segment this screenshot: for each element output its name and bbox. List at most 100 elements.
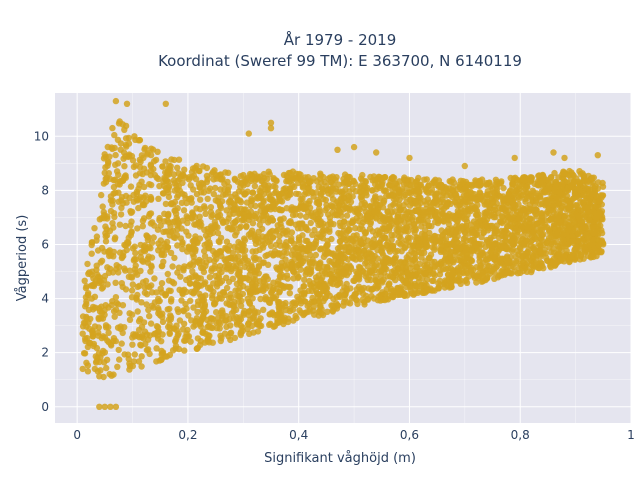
data-point: [223, 238, 231, 245]
data-point-outlier: [85, 290, 92, 297]
data-point: [302, 237, 309, 244]
data-point: [131, 255, 138, 263]
data-point: [264, 261, 272, 268]
data-point: [519, 259, 526, 267]
data-point: [159, 318, 167, 326]
data-point: [261, 181, 269, 188]
data-point: [216, 266, 223, 273]
y-axis-title: Vågperiod (s): [15, 215, 30, 302]
data-point: [220, 191, 227, 199]
data-point: [381, 265, 389, 272]
data-point: [309, 231, 316, 238]
data-point: [307, 281, 314, 288]
data-point: [123, 143, 130, 150]
data-point: [368, 259, 375, 267]
data-point: [82, 335, 89, 342]
data-point: [209, 211, 216, 219]
data-point: [333, 174, 340, 181]
data-point: [234, 319, 241, 326]
data-point: [334, 302, 341, 309]
data-point: [113, 168, 121, 175]
data-point: [480, 229, 487, 236]
data-point: [313, 234, 321, 241]
data-point: [282, 193, 289, 200]
data-point: [438, 227, 445, 234]
data-point: [285, 283, 293, 291]
data-point: [397, 206, 404, 214]
data-point: [296, 307, 303, 314]
data-point: [138, 334, 146, 341]
data-point: [208, 315, 215, 322]
data-point: [187, 196, 194, 203]
data-point: [169, 347, 177, 354]
data-point: [369, 187, 376, 194]
data-point: [172, 337, 179, 345]
data-point: [336, 202, 343, 209]
data-point: [148, 145, 155, 152]
data-point: [509, 248, 516, 255]
data-point: [205, 187, 212, 194]
data-point: [121, 163, 128, 170]
data-point: [169, 278, 176, 286]
data-point: [131, 333, 138, 340]
data-point: [586, 190, 593, 197]
data-point: [421, 262, 428, 269]
data-point: [422, 238, 430, 245]
data-point: [163, 238, 171, 246]
data-point: [122, 222, 129, 230]
data-point: [402, 191, 409, 199]
data-point: [158, 351, 165, 358]
data-point: [444, 215, 452, 222]
data-point: [423, 282, 430, 289]
data-point: [252, 240, 260, 247]
data-point: [174, 205, 181, 212]
data-point: [326, 228, 333, 235]
data-point: [475, 272, 483, 279]
data-point: [340, 194, 348, 202]
data-point: [304, 265, 312, 272]
data-point: [164, 169, 172, 176]
data-point: [476, 177, 483, 185]
data-point: [540, 241, 547, 248]
data-point: [241, 255, 249, 262]
data-point: [329, 209, 336, 216]
data-point: [105, 329, 112, 336]
data-point: [193, 205, 200, 212]
data-point: [106, 265, 114, 272]
data-point: [89, 330, 96, 338]
data-point: [230, 200, 237, 207]
data-point: [411, 229, 418, 236]
data-point: [534, 247, 542, 255]
data-point: [117, 211, 125, 218]
data-point: [224, 255, 231, 262]
data-point: [385, 239, 392, 246]
data-point: [249, 197, 256, 204]
data-point: [381, 290, 389, 297]
data-point: [379, 296, 386, 303]
data-point: [433, 201, 440, 208]
data-point: [217, 204, 225, 212]
data-point: [165, 219, 173, 226]
data-point: [116, 309, 123, 316]
data-point: [201, 247, 208, 255]
data-point: [317, 220, 325, 227]
data-point: [111, 213, 118, 221]
data-point: [213, 324, 221, 332]
data-point: [561, 253, 568, 260]
data-point: [98, 334, 106, 342]
data-point: [228, 310, 236, 317]
data-point: [174, 164, 181, 171]
data-point: [311, 260, 319, 267]
data-point: [249, 248, 256, 255]
data-point: [407, 275, 414, 282]
data-point: [500, 196, 507, 203]
data-point: [231, 256, 239, 263]
data-point: [101, 212, 108, 219]
data-point: [473, 223, 481, 230]
data-point: [223, 284, 231, 292]
data-point: [164, 306, 171, 313]
data-point: [206, 239, 213, 246]
data-point: [219, 219, 227, 226]
data-point: [340, 235, 347, 242]
data-point: [112, 279, 119, 286]
